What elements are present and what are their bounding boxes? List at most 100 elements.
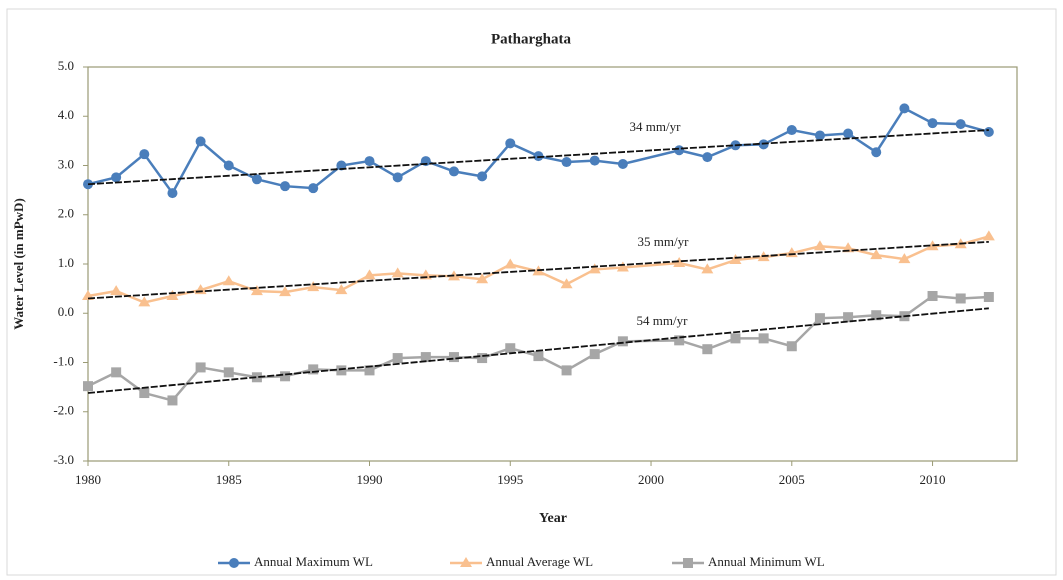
point (251, 372, 262, 383)
point (167, 188, 178, 199)
point (392, 353, 403, 364)
point (674, 145, 685, 156)
legend-marker (229, 558, 239, 568)
point (223, 367, 234, 378)
point (336, 365, 347, 376)
point (195, 362, 206, 373)
point (814, 313, 825, 324)
point (899, 103, 910, 114)
point (280, 181, 291, 192)
series-line (87, 235, 990, 304)
y-tick-label: 1.0 (58, 255, 74, 270)
point (927, 118, 938, 129)
point (391, 267, 404, 278)
point (279, 286, 292, 297)
x-tick-label: 1995 (497, 472, 523, 487)
y-tick-label: -2.0 (53, 403, 74, 418)
point (786, 125, 797, 136)
point (364, 365, 375, 376)
point (843, 312, 854, 323)
x-tick-label: 1985 (216, 472, 242, 487)
y-tick-label: -1.0 (53, 353, 74, 368)
legend-label: Annual Maximum WL (254, 554, 373, 569)
point (616, 261, 629, 272)
point (477, 353, 488, 364)
trendline (87, 307, 989, 394)
point (420, 352, 431, 363)
point (307, 281, 320, 292)
point (813, 240, 826, 251)
point (533, 351, 544, 362)
point (617, 336, 628, 347)
point (560, 278, 573, 289)
y-tick-label: 5.0 (58, 58, 74, 73)
point (673, 257, 686, 268)
x-axis-label: Year (539, 511, 567, 526)
point (335, 284, 348, 295)
point (195, 136, 206, 147)
point (927, 291, 938, 302)
point (476, 273, 489, 284)
point (588, 263, 601, 274)
trend-annotation: 34 mm/yr (630, 119, 682, 134)
y-axis-label: Water Level (in mPwD) (11, 198, 26, 330)
chart-title: Patharghata (491, 31, 571, 47)
point (110, 285, 123, 296)
x-tick-label: 1990 (357, 472, 383, 487)
point (139, 149, 150, 160)
point (983, 291, 994, 302)
point (871, 310, 882, 321)
point (814, 130, 825, 141)
point (448, 166, 459, 177)
point (843, 128, 854, 139)
point (983, 127, 994, 138)
point (308, 183, 319, 194)
point (955, 293, 966, 304)
point (138, 296, 151, 307)
point (251, 174, 262, 185)
point (505, 343, 516, 354)
legend-label: Annual Minimum WL (708, 554, 825, 569)
legend-marker (683, 558, 693, 568)
point (955, 119, 966, 130)
y-tick-label: 2.0 (58, 206, 74, 221)
point (871, 147, 882, 158)
point (870, 249, 883, 260)
point (505, 138, 516, 149)
point (702, 152, 713, 163)
point (222, 275, 235, 286)
y-tick-label: 4.0 (58, 107, 74, 122)
point (729, 254, 742, 265)
point (364, 156, 375, 167)
point (448, 352, 459, 363)
legend-marker (460, 557, 472, 567)
x-tick-label: 2005 (779, 472, 805, 487)
point (363, 269, 376, 280)
y-tick-label: -3.0 (53, 452, 74, 467)
point (982, 230, 995, 241)
point (786, 341, 797, 352)
point (504, 258, 517, 269)
point (83, 381, 93, 392)
point (308, 364, 319, 375)
point (167, 395, 178, 406)
point (758, 333, 769, 344)
point (842, 242, 855, 253)
point (702, 344, 713, 355)
point (617, 159, 628, 170)
y-tick-label: 0.0 (58, 304, 74, 319)
trendline (87, 240, 989, 300)
point (589, 349, 600, 360)
y-tick-label: 3.0 (58, 156, 74, 171)
point (701, 263, 714, 274)
point (477, 171, 488, 182)
point (223, 160, 234, 171)
x-tick-label: 1980 (75, 472, 101, 487)
point (730, 333, 741, 344)
point (589, 155, 600, 166)
point (561, 365, 572, 376)
trend-annotation: 35 mm/yr (638, 234, 690, 249)
point (280, 371, 291, 382)
legend-label: Annual Average WL (486, 554, 593, 569)
